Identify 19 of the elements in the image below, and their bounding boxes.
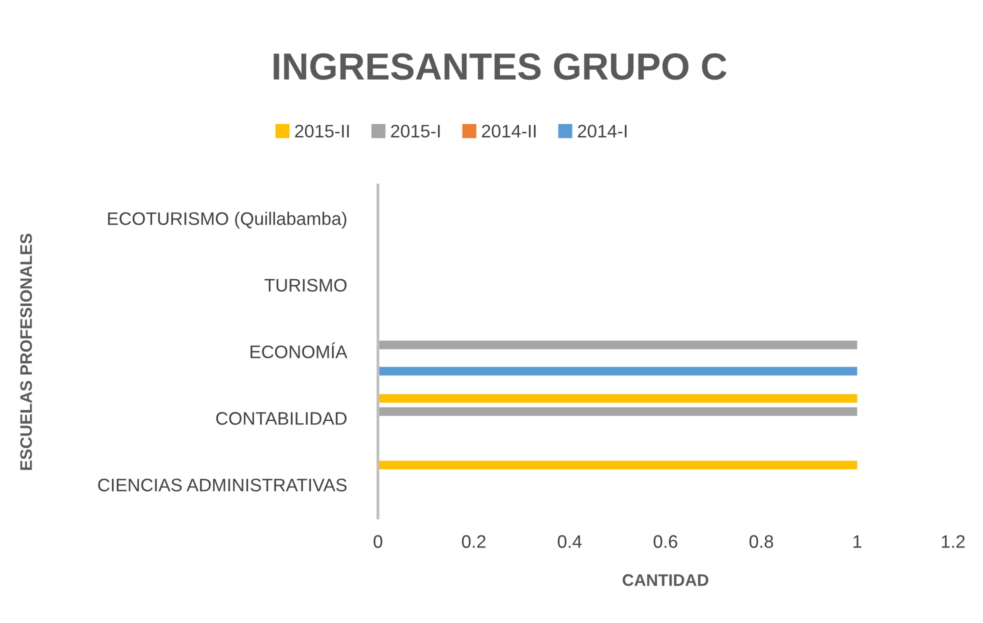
legend-label: 2015-I [391,124,440,138]
legend-label: 2015-II [295,124,349,138]
x-tick-label: 0.6 [654,535,678,548]
chart-title: INGRESANTES GRUPO C [274,53,726,80]
x-tick-label: 0.2 [462,535,486,548]
y-tick-label: ECONOMÍA [250,342,348,358]
x-tick-label: 0 [374,535,382,548]
y-tick-label: CIENCIAS ADMINISTRATIVAS [98,478,347,492]
legend-label: 2014-II [482,124,536,138]
legend-label: 2014-I [578,124,627,138]
y-tick-label: CONTABILIDAD [216,412,347,425]
x-axis-title: CANTIDAD [622,574,708,586]
x-tick-label: 1.2 [942,535,965,548]
y-tick-label: ECOTURISMO (Quillabamba) [108,212,346,229]
y-tick-label: TURISMO [264,278,347,292]
y-axis-title: ESCUELAS PROFESIONALES [20,234,32,470]
x-tick-label: 0.4 [558,535,582,548]
x-tick-label: 1 [854,535,862,548]
x-tick-label: 0.8 [749,535,774,548]
